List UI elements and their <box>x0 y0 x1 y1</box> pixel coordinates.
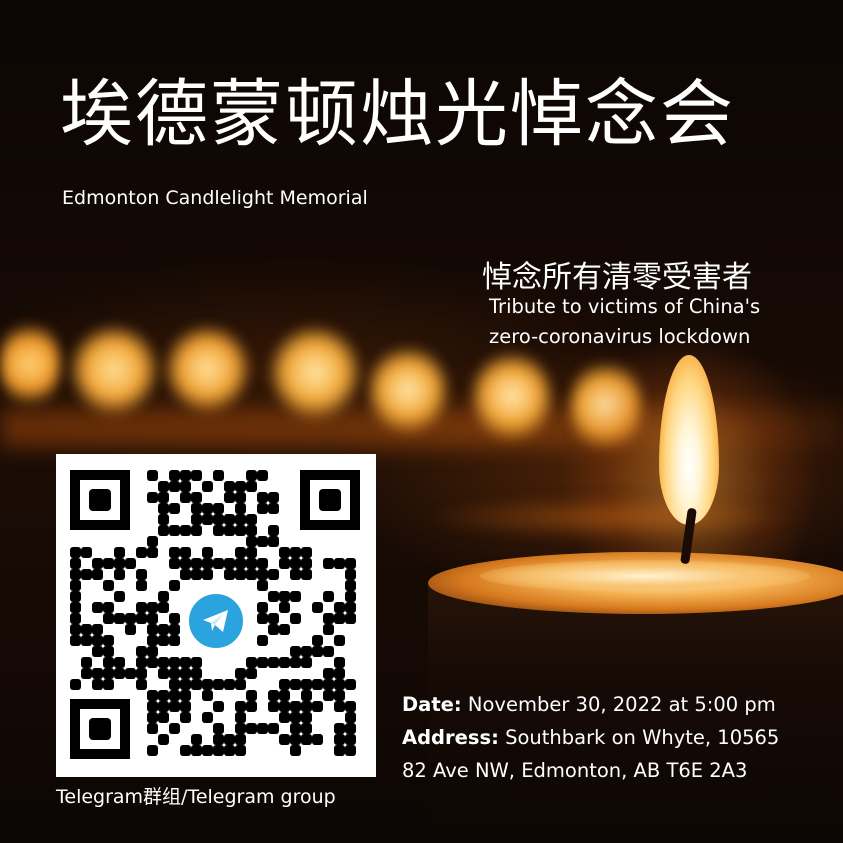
date-row: Date: November 30, 2022 at 5:00 pm <box>402 688 779 721</box>
telegram-icon <box>183 588 249 654</box>
tribute-english-line-2: zero-coronavirus lockdown <box>489 325 751 348</box>
qr-modules <box>70 470 356 756</box>
blurred-candle-3 <box>165 325 250 413</box>
candle-flame <box>659 355 719 525</box>
background-glow-low <box>420 495 800 540</box>
main-candle-wax-glow <box>480 560 810 592</box>
qr-code-pattern <box>70 470 360 759</box>
event-info: Date: November 30, 2022 at 5:00 pm Addre… <box>402 688 779 787</box>
address-value-line-1: Southbark on Whyte, 10565 <box>498 726 780 749</box>
qr-code[interactable] <box>56 454 376 777</box>
tribute-english: Tribute to victims of China's zero-coron… <box>489 292 760 352</box>
blurred-candle-2 <box>70 325 158 415</box>
address-label: Address: <box>402 726 499 749</box>
qr-finder-top-right <box>300 470 360 530</box>
blurred-candle-5 <box>368 345 448 435</box>
title-chinese: 埃德蒙顿烛光悼念会 <box>60 72 735 157</box>
tribute-chinese: 悼念所有清零受害者 <box>482 260 752 295</box>
address-row: Address: Southbark on Whyte, 10565 <box>402 721 779 754</box>
address-value-line-2: 82 Ave NW, Edmonton, AB T6E 2A3 <box>402 759 748 782</box>
qr-finder-top-left <box>70 470 130 530</box>
blurred-candle-7 <box>570 358 642 453</box>
paper-plane-icon <box>203 610 228 632</box>
blurred-candle-1 <box>0 318 60 410</box>
date-label: Date: <box>402 693 462 716</box>
title-english: Edmonton Candlelight Memorial <box>62 187 368 209</box>
blurred-candle-6 <box>472 350 552 442</box>
qr-caption: Telegram群组/Telegram group <box>56 786 336 808</box>
tribute-english-line-1: Tribute to victims of China's <box>489 295 761 318</box>
blurred-candle-4 <box>270 325 360 420</box>
qr-finder-bottom-left <box>70 699 130 759</box>
date-value: November 30, 2022 at 5:00 pm <box>461 693 776 716</box>
